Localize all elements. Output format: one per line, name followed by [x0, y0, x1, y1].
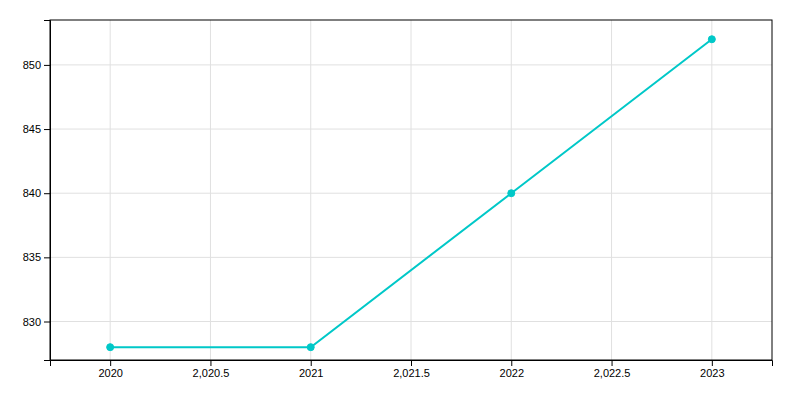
grid-line-x	[611, 20, 612, 360]
tick: 2021	[299, 360, 323, 379]
grid-line-x	[110, 20, 111, 360]
grid-line-y	[50, 257, 772, 258]
tick-mark	[712, 360, 713, 366]
x-axis: 2020 2,020.5 2021 2,021.5 2022 2,022.5 2023	[51, 360, 773, 379]
tick: 2022	[500, 360, 524, 379]
tick-label: 2022	[500, 367, 524, 379]
tick-mark	[311, 360, 312, 366]
tick-label: 2023	[700, 367, 724, 379]
tick-mark	[44, 322, 50, 323]
grid-line-x	[210, 20, 211, 360]
grid-line-x	[411, 20, 412, 360]
tick-label: 2,020.5	[193, 367, 230, 379]
plot-area: 2020 2,020.5 2021 2,021.5 2022 2,022.5 2023 830…	[23, 20, 773, 379]
tick-label: 2,021.5	[393, 367, 430, 379]
point	[307, 344, 314, 351]
point	[107, 344, 114, 351]
tick-label: 2021	[299, 367, 323, 379]
tick: 2020	[98, 360, 122, 379]
tick-label: 850	[23, 59, 41, 71]
y-axis: 830 835 840 845 850	[23, 21, 51, 361]
tick-mark	[612, 360, 613, 366]
grid	[50, 20, 772, 360]
tick-mark	[44, 257, 50, 258]
tick-label: 835	[23, 251, 41, 263]
chart: 2020 2,020.5 2021 2,021.5 2022 2,022.5 2023 830…	[0, 0, 800, 400]
grid-line-x	[711, 20, 712, 360]
tick-label: 2020	[98, 367, 122, 379]
tick-mark	[44, 193, 50, 194]
tick: 835	[23, 251, 50, 263]
point	[508, 190, 515, 197]
tick-mark	[44, 129, 50, 130]
tick-mark	[110, 360, 111, 366]
tick-mark	[411, 360, 412, 366]
axis-domain	[51, 361, 773, 367]
tick: 2,022.5	[594, 360, 631, 379]
tick-mark	[511, 360, 512, 366]
tick: 850	[23, 59, 50, 71]
tick-mark	[44, 65, 50, 66]
tick-label: 2,022.5	[594, 367, 631, 379]
axis-domain	[44, 21, 51, 361]
tick-label: 840	[23, 187, 41, 199]
line	[110, 39, 712, 347]
tick: 2023	[700, 360, 724, 379]
grid-line-y	[50, 64, 772, 65]
tick: 2,020.5	[193, 360, 230, 379]
grid-line-y	[50, 193, 772, 194]
plot-frame	[50, 20, 772, 360]
tick-label: 830	[23, 316, 41, 328]
tick: 840	[23, 187, 50, 199]
tick: 2,021.5	[393, 360, 430, 379]
tick-mark	[210, 360, 211, 366]
tick-label: 845	[23, 123, 41, 135]
grid-line-x	[310, 20, 311, 360]
tick: 830	[23, 316, 50, 328]
series	[107, 36, 716, 351]
point	[708, 36, 715, 43]
grid-line-y	[50, 129, 772, 130]
grid-line-y	[50, 321, 772, 322]
tick: 845	[23, 123, 50, 135]
